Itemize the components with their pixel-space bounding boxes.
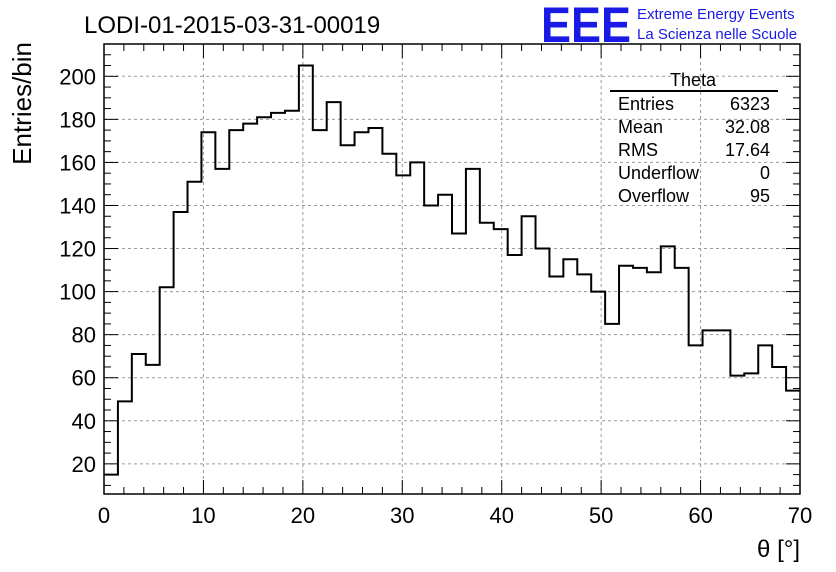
histogram-outline	[104, 64, 800, 476]
grid-lines	[104, 44, 800, 494]
y-tick-label: 60	[72, 366, 96, 391]
y-tick-label: 200	[59, 64, 96, 89]
plot-frame	[103, 43, 801, 495]
x-tick-labels: 0 10 20 30 40 50 60 70	[98, 503, 812, 528]
histogram-series	[104, 64, 800, 476]
chart-title: LODI-01-2015-03-31-00019	[84, 12, 380, 39]
y-tick-label: 120	[59, 237, 96, 262]
stats-value: 0	[760, 163, 770, 183]
y-tick-label: 180	[59, 107, 96, 132]
y-tick-label: 160	[59, 150, 96, 175]
stats-box: Theta Entries 6323 Mean 32.08 RMS 17.64 Underf…	[610, 70, 778, 206]
x-tick-label: 0	[98, 503, 110, 528]
x-tick-label: 50	[589, 503, 613, 528]
y-tick-label: 100	[59, 280, 96, 305]
stats-value: 95	[750, 186, 770, 206]
y-tick-label: 20	[72, 452, 96, 477]
logo-line-1: Extreme Energy Events	[637, 6, 795, 23]
stats-label: Entries	[618, 94, 674, 114]
y-tick-labels: 20 40 60 80 100 120 140 160 180 200	[59, 64, 96, 477]
stats-title: Theta	[670, 70, 717, 90]
y-tick-label: 80	[72, 323, 96, 348]
stats-label: Mean	[618, 117, 663, 137]
axis-ticks	[103, 43, 801, 494]
y-axis-label: Entries/bin	[7, 42, 37, 165]
x-tick-label: 60	[688, 503, 712, 528]
x-tick-label: 70	[788, 503, 812, 528]
x-tick-label: 40	[489, 503, 513, 528]
x-tick-label: 10	[191, 503, 215, 528]
stats-label: Underflow	[618, 163, 700, 183]
stats-label: Overflow	[618, 186, 690, 206]
stats-value: 32.08	[725, 117, 770, 137]
x-tick-label: 20	[291, 503, 315, 528]
logo-line-2: La Scienza nelle Scuole	[637, 26, 797, 43]
x-axis-label: θ [°]	[757, 536, 800, 563]
stats-value: 17.64	[725, 140, 770, 160]
x-tick-label: 30	[390, 503, 414, 528]
eee-logo-mark: EEE	[541, 0, 631, 53]
y-tick-label: 140	[59, 193, 96, 218]
stats-value: 6323	[730, 94, 770, 114]
stats-label: RMS	[618, 140, 658, 160]
y-tick-label: 40	[72, 409, 96, 434]
